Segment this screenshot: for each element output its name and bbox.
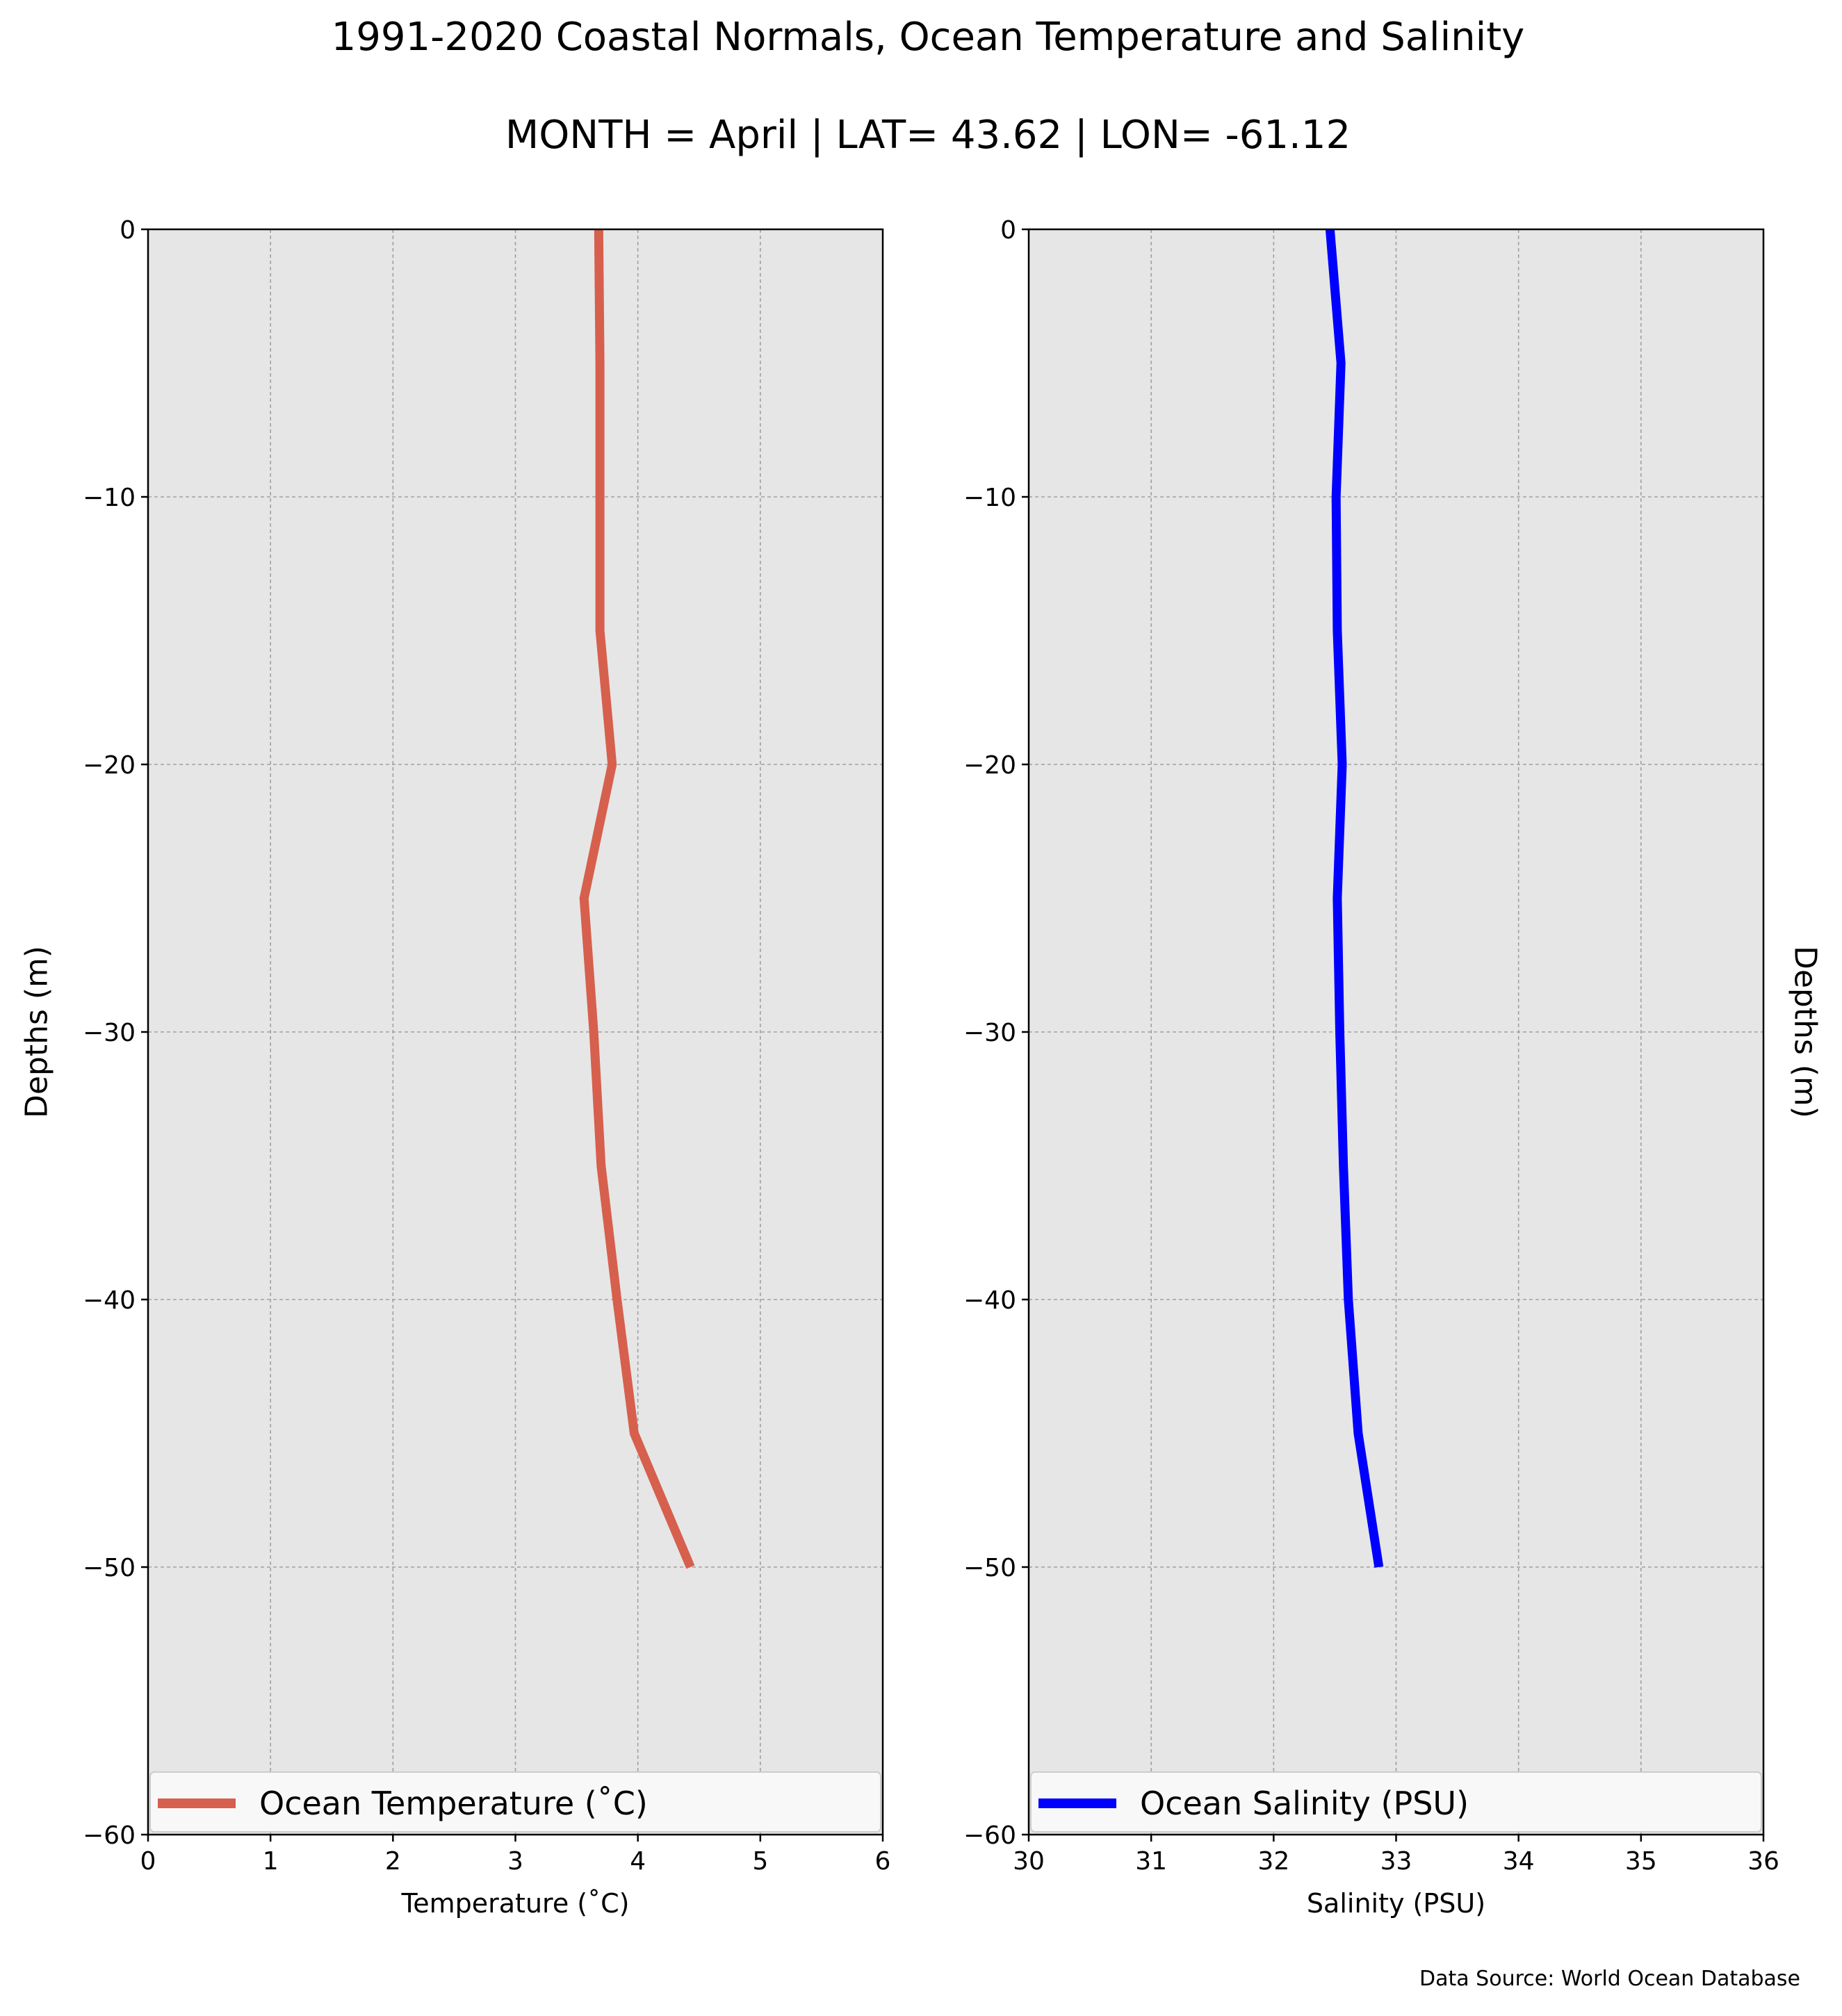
right-y-axis-label: Depths (m) xyxy=(1788,946,1823,1118)
salinity-panel: 30 31 32 33 34 35 36 0 −10 −20 −30 −40 −50 −60 Ocean … xyxy=(963,216,1823,1919)
salinity-series xyxy=(1325,229,1384,1568)
temperature-ticks: 0 1 2 3 4 5 6 0 −10 −20 −30 −40 −50 −60 xyxy=(83,216,890,1876)
salinity-y-tick-label: 0 xyxy=(1000,216,1016,245)
temperature-x-tick-label: 6 xyxy=(875,1847,891,1876)
chart-subtitle: MONTH = April | LAT= 43.62 | LON= -61.12 xyxy=(505,113,1351,158)
salinity-y-tick-label: −10 xyxy=(963,484,1016,512)
temperature-x-tick-label: 1 xyxy=(263,1847,279,1876)
temperature-legend: Ocean Temperature (˚C) xyxy=(149,1771,881,1833)
salinity-legend-box xyxy=(1030,1771,1762,1833)
salinity-legend: Ocean Salinity (PSU) xyxy=(1030,1771,1762,1833)
left-y-axis-label: Depths (m) xyxy=(19,946,54,1118)
temperature-legend-box xyxy=(149,1771,881,1833)
salinity-x-tick-label: 33 xyxy=(1380,1847,1412,1876)
temperature-x-tick-label: 4 xyxy=(630,1847,646,1876)
temperature-y-tick-label: −30 xyxy=(83,1019,136,1047)
salinity-x-tick-label: 30 xyxy=(1013,1847,1045,1876)
salinity-y-tick-label: −60 xyxy=(963,1821,1016,1850)
salinity-x-tick-label: 32 xyxy=(1257,1847,1289,1876)
salinity-y-tick-label: −30 xyxy=(963,1019,1016,1047)
temperature-y-tick-label: −60 xyxy=(83,1821,136,1850)
salinity-x-tick-label: 31 xyxy=(1135,1847,1167,1876)
chart-title: 1991-2020 Coastal Normals, Ocean Tempera… xyxy=(332,15,1525,60)
salinity-profile-line xyxy=(1325,229,1384,1568)
temperature-profile-line xyxy=(579,229,695,1569)
temperature-x-tick-label: 2 xyxy=(385,1847,401,1876)
temperature-x-axis-label: Temperature (˚C) xyxy=(401,1888,630,1919)
temperature-y-tick-label: 0 xyxy=(120,216,136,245)
temperature-x-tick-label: 5 xyxy=(752,1847,768,1876)
temperature-x-tick-label: 0 xyxy=(140,1847,156,1876)
temperature-legend-label: Ocean Temperature (˚C) xyxy=(259,1785,648,1822)
temperature-series xyxy=(579,229,695,1569)
salinity-x-axis-label: Salinity (PSU) xyxy=(1307,1888,1485,1919)
temperature-y-tick-label: −10 xyxy=(83,484,136,512)
salinity-x-tick-label: 34 xyxy=(1503,1847,1535,1876)
salinity-x-tick-label: 35 xyxy=(1625,1847,1657,1876)
temperature-y-tick-label: −40 xyxy=(83,1286,136,1315)
temperature-panel: 0 1 2 3 4 5 6 0 −10 −20 −30 −40 −50 −60 Ocean Tempera… xyxy=(19,216,890,1919)
salinity-legend-label: Ocean Salinity (PSU) xyxy=(1140,1785,1469,1822)
salinity-y-tick-label: −40 xyxy=(963,1286,1016,1315)
salinity-ticks: 30 31 32 33 34 35 36 0 −10 −20 −30 −40 −50 −60 xyxy=(963,216,1779,1876)
temperature-y-tick-label: −20 xyxy=(83,751,136,780)
salinity-y-tick-label: −20 xyxy=(963,751,1016,780)
salinity-x-tick-label: 36 xyxy=(1747,1847,1779,1876)
salinity-y-tick-label: −50 xyxy=(963,1554,1016,1582)
data-source-note: Data Source: World Ocean Database xyxy=(1419,1967,1800,1991)
temperature-x-tick-label: 3 xyxy=(507,1847,523,1876)
temperature-y-tick-label: −50 xyxy=(83,1554,136,1582)
